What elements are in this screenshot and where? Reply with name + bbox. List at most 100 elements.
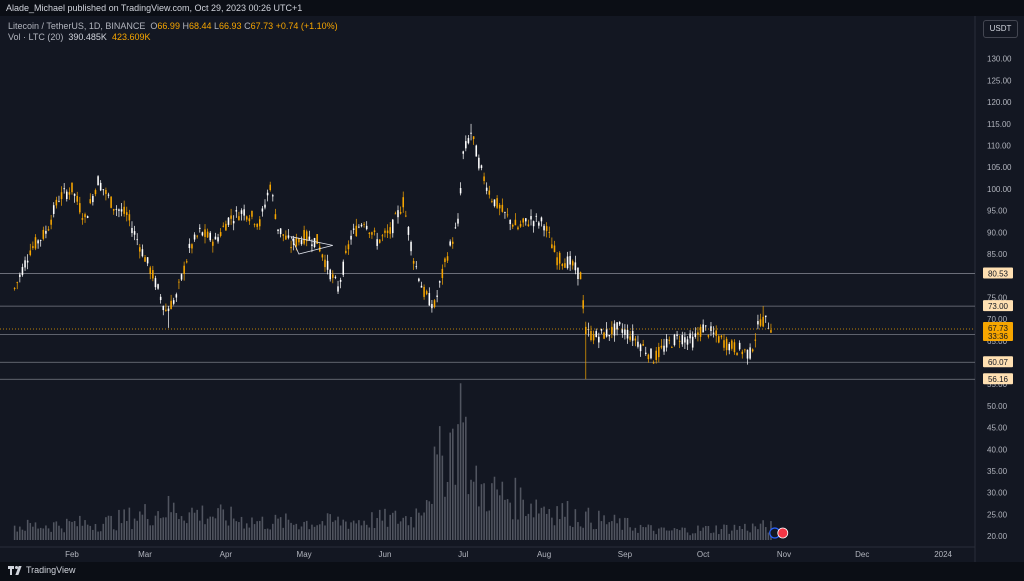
candle-body [238, 216, 240, 221]
volume-bar [345, 521, 347, 540]
candle-body [66, 191, 68, 200]
open-value: 66.99 [157, 21, 180, 31]
candle-body [16, 282, 19, 284]
candle-body [350, 235, 352, 240]
volume-bar [235, 521, 238, 540]
volume-bar [457, 424, 459, 540]
volume-bar [423, 512, 425, 540]
volume-bar [613, 514, 616, 540]
volume-bar [60, 528, 63, 540]
volume-bar [626, 517, 629, 540]
candle-body [751, 349, 754, 352]
candle-body [621, 329, 624, 333]
volume-bar [199, 520, 201, 540]
volume-bar [227, 525, 230, 540]
volume-bar [665, 530, 668, 540]
volume-bar [566, 500, 569, 540]
volume-bar [274, 514, 277, 540]
volume-bar [162, 517, 165, 540]
candle-body [112, 209, 115, 211]
candle-body [697, 332, 699, 335]
volume-bar [86, 524, 89, 540]
x-tick-label: Jun [379, 550, 392, 559]
candle-body [392, 219, 394, 234]
volume-bar [154, 515, 157, 540]
brand[interactable]: TradingView [8, 565, 76, 575]
volume-label[interactable]: Vol · LTC (20) [8, 32, 64, 42]
candle-body [345, 250, 347, 253]
volume-bar [480, 484, 483, 540]
candle-body [741, 351, 744, 355]
candle-body [441, 268, 444, 278]
price-chart[interactable]: 20.00 25.00 30.00 35.00 40.00 45.00 50.00 55.00… [0, 16, 1024, 562]
candle-body [574, 262, 577, 271]
candle-body [684, 337, 686, 343]
candle-body [105, 189, 107, 194]
symbol-label[interactable]: Litecoin / TetherUS, 1D, BINANCE [8, 21, 146, 31]
candle-body [551, 244, 553, 249]
volume-bar [540, 507, 543, 540]
volume-bar [397, 523, 399, 540]
candle-body [230, 215, 232, 219]
candle-body [32, 246, 34, 248]
volume-bar [37, 528, 39, 540]
candle-body [491, 201, 493, 202]
candle-body [381, 235, 384, 237]
volume-bar [19, 526, 21, 540]
volume-bar [258, 520, 261, 540]
volume-bar [731, 530, 733, 540]
level-label: 56.16 [988, 375, 1009, 384]
candle-body [128, 214, 131, 221]
x-tick-label: Dec [855, 550, 869, 559]
candle-body [498, 204, 501, 209]
candle-body [431, 303, 433, 309]
candle-body [285, 235, 287, 240]
volume-bar [754, 526, 757, 540]
candle-body [334, 276, 337, 278]
volume-bar [522, 499, 524, 540]
candle-body [180, 274, 183, 280]
level-label: 73.00 [988, 302, 1009, 311]
candle-body [566, 256, 569, 269]
close-label: C [244, 21, 251, 31]
volume-bar [238, 522, 240, 540]
volume-bar [558, 519, 561, 540]
candle-body [449, 241, 451, 246]
candle-body [68, 192, 71, 195]
candle-body [618, 322, 621, 325]
volume-bar [671, 530, 673, 540]
candle-body [217, 237, 219, 242]
candle-body [81, 218, 84, 220]
currency-button[interactable]: USDT [983, 20, 1018, 38]
y-tick-label: 105.00 [987, 163, 1012, 172]
candle-body [438, 281, 441, 283]
volume-bar [509, 502, 511, 540]
volume-bar [196, 509, 198, 540]
candle-body [728, 343, 731, 351]
candle-body [506, 214, 509, 216]
candle-body [420, 285, 423, 288]
volume-bar [600, 521, 603, 540]
volume-bar [378, 509, 381, 540]
candle-body [287, 235, 290, 238]
candle-body [603, 332, 605, 339]
volume-bar [42, 528, 45, 540]
volume-bar [219, 504, 222, 540]
candle-body [423, 286, 425, 297]
candle-body [530, 216, 532, 220]
level-label-box [983, 267, 1013, 279]
volume-bar [707, 526, 710, 540]
candle-body [639, 344, 642, 352]
candle-body [590, 330, 592, 341]
volume-bar [146, 519, 149, 540]
candle-body [131, 227, 133, 234]
candle-body [762, 316, 764, 327]
volume-bar [392, 512, 394, 540]
candle-body [136, 239, 138, 241]
volume-bar [243, 528, 245, 540]
last-price-label: 67.73 [988, 324, 1009, 333]
volume-bar [608, 522, 611, 540]
candle-body [324, 259, 326, 268]
candle-body [347, 244, 350, 250]
candle-body [553, 245, 556, 253]
